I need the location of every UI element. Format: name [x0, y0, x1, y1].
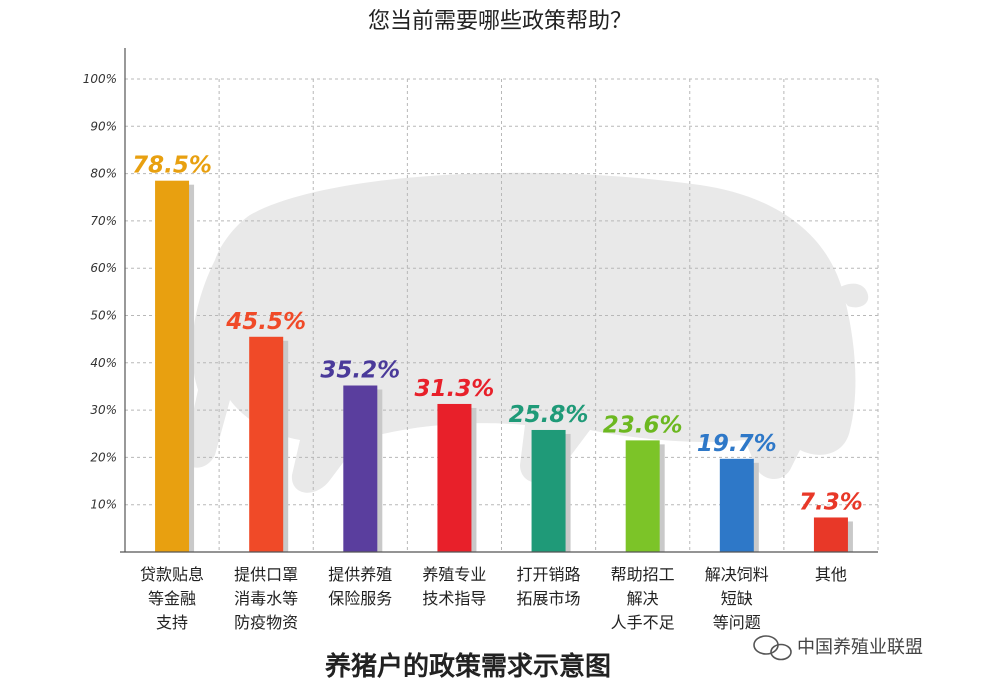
y-tick-label: 10% — [90, 498, 117, 512]
y-tick-label: 40% — [90, 356, 117, 370]
y-tick-label: 60% — [90, 261, 117, 275]
bar — [813, 517, 848, 552]
category-label: 提供养殖保险服务 — [328, 565, 392, 608]
bar — [719, 458, 754, 552]
category-label: 解决饲料短缺等问题 — [705, 565, 769, 632]
bar-value-label: 31.3% — [415, 376, 495, 402]
y-tick-label: 90% — [90, 119, 117, 133]
category-label: 提供口罩消毒水等防疫物资 — [234, 565, 298, 632]
category-label: 养殖专业技术指导 — [422, 565, 486, 608]
y-tick-label: 50% — [90, 309, 117, 323]
category-label: 帮助招工解决人手不足 — [611, 565, 675, 632]
value-labels: 78.5% 45.5% 35.2% 31.3% 25.8% 23.6% 19.7% 7.3% — [132, 153, 863, 516]
bar-value-label: 25.8% — [509, 402, 589, 428]
bar — [249, 336, 284, 552]
watermark: 中国养殖业联盟 — [753, 635, 923, 661]
bar — [531, 429, 566, 552]
y-tick-label: 100% — [83, 72, 117, 86]
bar-value-label: 7.3% — [799, 489, 863, 515]
y-axis-ticks: 10% 20% 30% 40% 50% 60% 70% 80% 90% 100% — [83, 72, 117, 512]
category-label: 其他 — [815, 565, 847, 584]
gridlines — [125, 78, 879, 552]
category-label: 贷款贴息等金融支持 — [140, 565, 204, 632]
bars — [155, 180, 853, 552]
bar — [437, 403, 472, 552]
y-tick-label: 70% — [90, 214, 117, 228]
category-label: 打开销路拓展市场 — [517, 565, 581, 608]
category-labels: 贷款贴息等金融支持提供口罩消毒水等防疫物资提供养殖保险服务养殖专业技术指导打开销… — [140, 565, 847, 632]
bar — [343, 385, 378, 552]
wechat-icon — [753, 635, 792, 661]
watermark-text: 中国养殖业联盟 — [797, 636, 923, 658]
y-tick-label: 30% — [90, 403, 117, 417]
chart-title: 您当前需要哪些政策帮助？ — [368, 9, 632, 34]
bar-value-label: 19.7% — [697, 431, 777, 457]
y-tick-label: 80% — [90, 167, 117, 181]
chart-subtitle: 养猪户的政策需求示意图 — [324, 651, 611, 682]
y-tick-label: 20% — [90, 450, 117, 464]
bar-value-label: 78.5% — [132, 153, 212, 179]
bar-value-label: 35.2% — [320, 358, 400, 384]
bar-value-label: 45.5% — [225, 309, 306, 335]
bar — [155, 180, 190, 552]
bar-value-label: 23.6% — [603, 412, 683, 438]
bar — [625, 440, 660, 552]
